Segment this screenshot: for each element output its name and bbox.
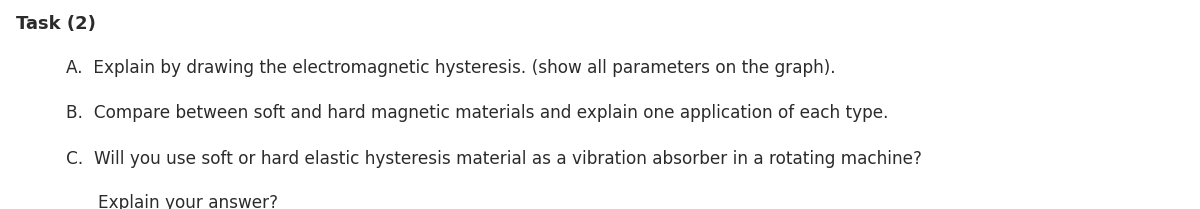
Text: Explain your answer?: Explain your answer? xyxy=(98,194,278,209)
Text: C.  Will you use soft or hard elastic hysteresis material as a vibration absorbe: C. Will you use soft or hard elastic hys… xyxy=(66,150,922,168)
Text: Task (2): Task (2) xyxy=(16,15,96,33)
Text: A.  Explain by drawing the electromagnetic hysteresis. (show all parameters on t: A. Explain by drawing the electromagneti… xyxy=(66,59,835,76)
Text: B.  Compare between soft and hard magnetic materials and explain one application: B. Compare between soft and hard magneti… xyxy=(66,104,888,122)
